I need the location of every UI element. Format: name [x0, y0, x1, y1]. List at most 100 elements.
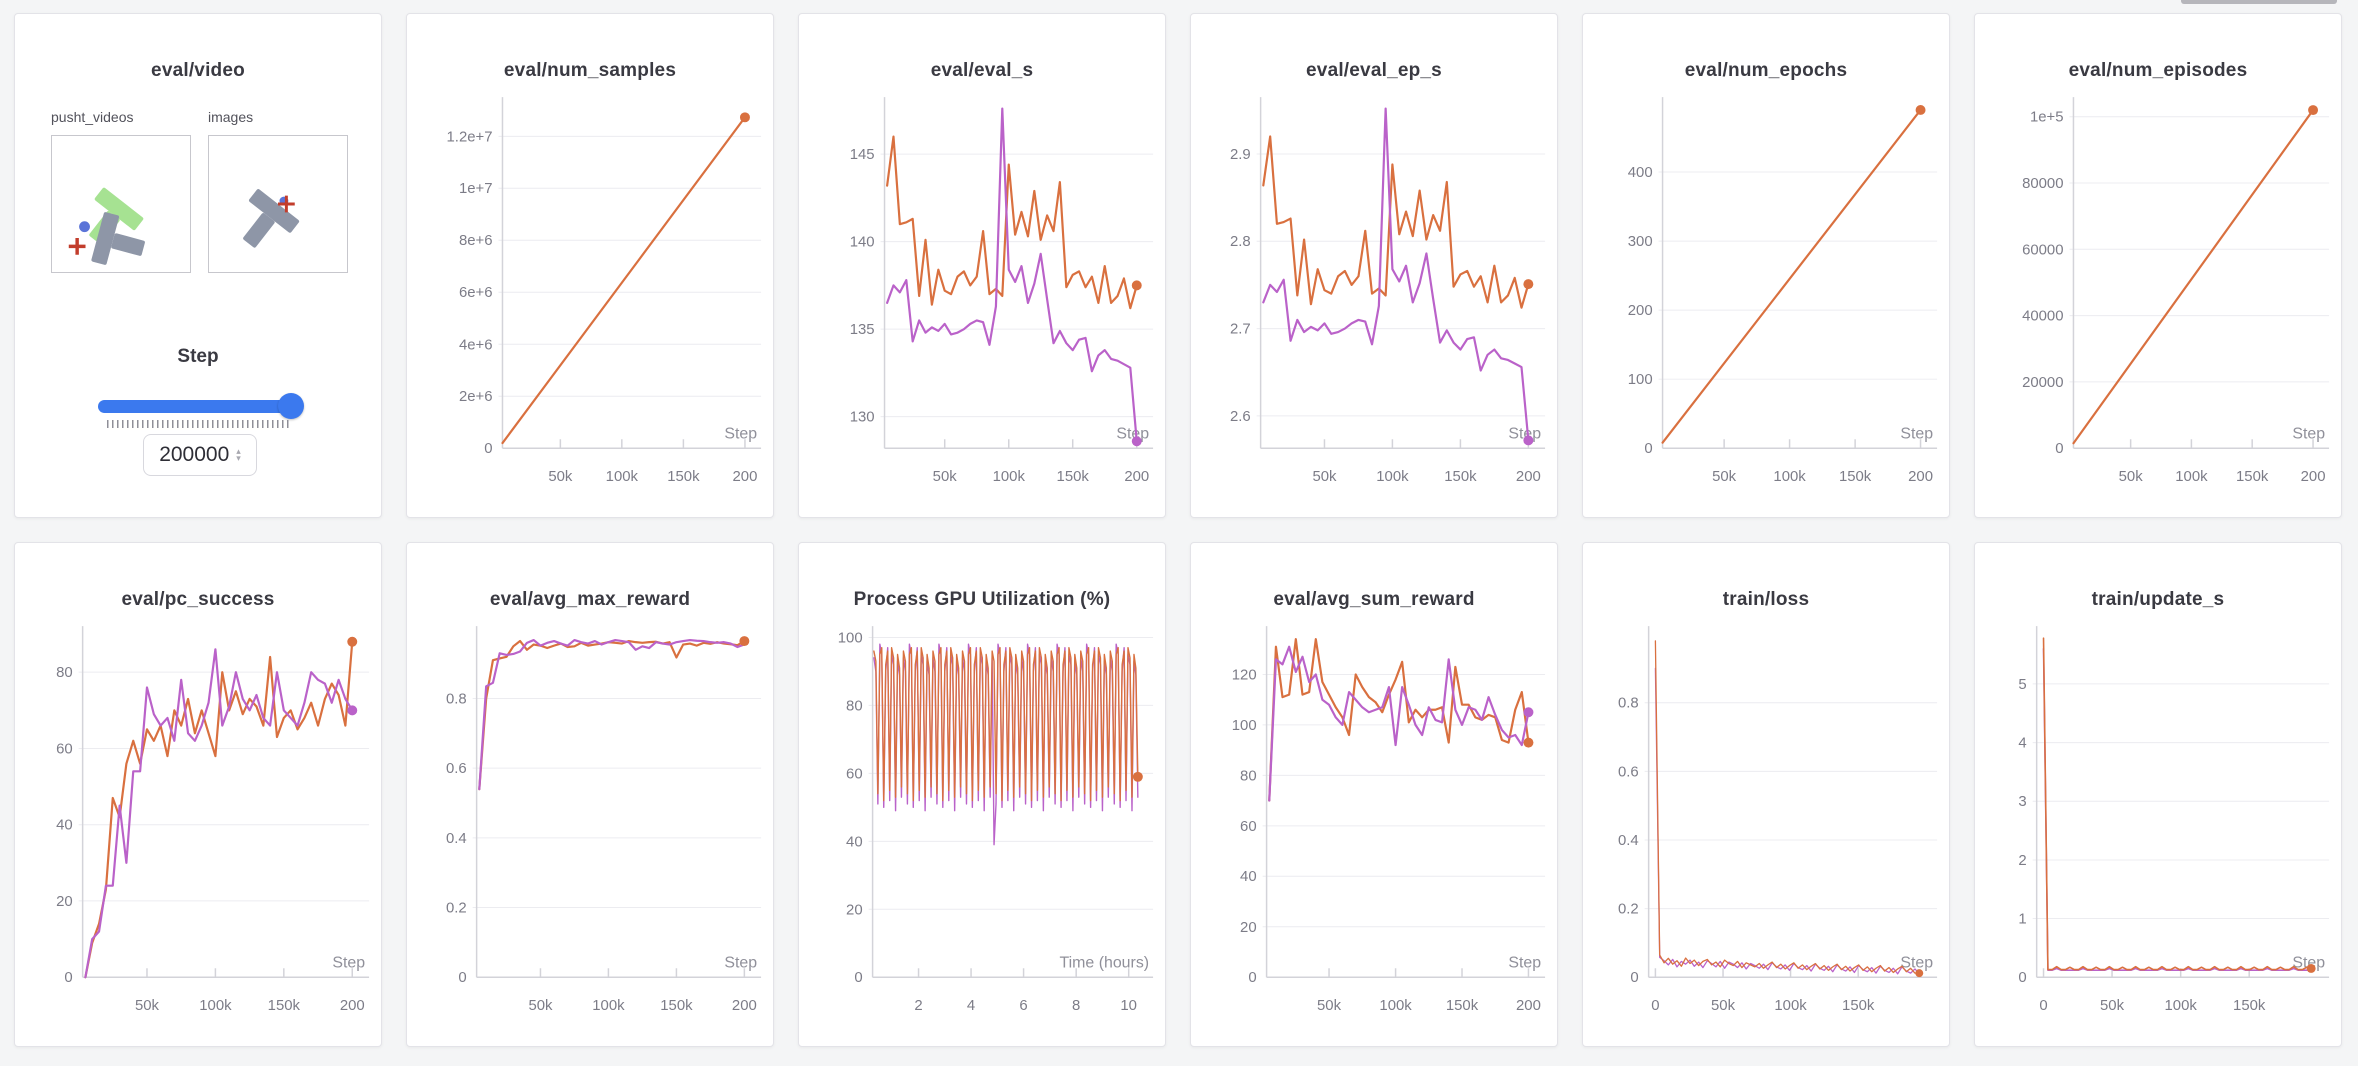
svg-text:10: 10	[1120, 998, 1137, 1014]
line-chart-eval-num-samples[interactable]: 0 2e+6 4e+6 6e+6 8e+6 1e+7 1.2e+7 50k 100k 150k 20…	[407, 94, 773, 514]
svg-text:80: 80	[56, 665, 73, 681]
step-slider[interactable]	[98, 400, 299, 413]
svg-text:100: 100	[1628, 372, 1653, 388]
svg-text:200: 200	[733, 469, 758, 485]
line-chart-eval-avg-max-reward[interactable]: 0 0.2 0.4 0.6 0.8 50k 100k 150k 200 Step	[407, 623, 773, 1043]
svg-text:50k: 50k	[2119, 469, 2144, 485]
svg-text:Step: Step	[1900, 425, 1933, 442]
panel-eval-eval-ep-s: eval/eval_ep_s 2.6 2.7 2.8 2.9 50k 100k 150k 20…	[1190, 13, 1558, 518]
svg-text:100k: 100k	[606, 469, 639, 485]
svg-text:40: 40	[56, 818, 73, 834]
svg-text:0: 0	[458, 970, 466, 986]
svg-text:1e+5: 1e+5	[2030, 110, 2064, 126]
svg-text:1e+7: 1e+7	[459, 181, 493, 197]
svg-text:1: 1	[2018, 912, 2026, 928]
svg-text:100k: 100k	[1376, 469, 1409, 485]
svg-text:150k: 150k	[1057, 469, 1090, 485]
svg-text:400: 400	[1628, 165, 1653, 181]
svg-text:4: 4	[967, 998, 975, 1014]
svg-text:130: 130	[850, 410, 875, 426]
svg-text:100k: 100k	[1379, 998, 1412, 1014]
svg-text:Step: Step	[1508, 425, 1541, 442]
svg-text:60000: 60000	[2022, 242, 2063, 258]
step-slider-label: Step	[177, 346, 219, 367]
media-label-pusht-videos: pusht_videos	[51, 109, 134, 125]
svg-text:120: 120	[1232, 667, 1257, 683]
svg-text:0: 0	[484, 441, 492, 457]
svg-text:0.8: 0.8	[1618, 696, 1639, 712]
svg-text:200: 200	[1628, 303, 1653, 319]
stepper-down-icon[interactable]: ▾	[236, 453, 241, 463]
svg-text:2.8: 2.8	[1230, 234, 1251, 250]
svg-text:40: 40	[846, 834, 863, 850]
svg-text:Step: Step	[2292, 425, 2325, 442]
image-thumbnail-images[interactable]	[208, 135, 348, 273]
svg-text:20000: 20000	[2022, 375, 2063, 391]
svg-text:150k: 150k	[667, 469, 700, 485]
chart-title: eval/eval_s	[930, 60, 1034, 81]
panel-train-loss: train/loss 0 0.2 0.4 0.6 0.8 0 50k 100k 150k Step	[1582, 542, 1950, 1047]
svg-text:140: 140	[850, 235, 875, 251]
panel-eval-pc-success: eval/pc_success 0 20 40 60 80 50k 100k 150k 200 S…	[14, 542, 382, 1047]
video-thumbnail-pusht-videos[interactable]	[51, 135, 191, 273]
svg-text:8e+6: 8e+6	[459, 233, 493, 249]
svg-text:Step: Step	[1116, 425, 1149, 442]
line-chart-train-loss[interactable]: 0 0.2 0.4 0.6 0.8 0 50k 100k 150k Step	[1583, 623, 1949, 1043]
chart-title: eval/avg_max_reward	[489, 589, 691, 610]
svg-text:100k: 100k	[199, 998, 232, 1014]
svg-text:150k: 150k	[2233, 998, 2266, 1014]
panel-grid: eval/video pusht_videos images	[14, 13, 2342, 1047]
svg-text:20: 20	[846, 902, 863, 918]
svg-text:40000: 40000	[2022, 309, 2063, 325]
chart-title: train/update_s	[2091, 589, 2225, 610]
svg-text:6: 6	[1019, 998, 1027, 1014]
svg-text:145: 145	[850, 147, 875, 163]
slider-thumb[interactable]	[278, 393, 304, 419]
svg-text:135: 135	[850, 322, 875, 338]
svg-text:100: 100	[1232, 718, 1257, 734]
svg-text:200: 200	[1516, 998, 1541, 1014]
svg-text:Step: Step	[724, 425, 757, 442]
step-value-input[interactable]: 200000 ▴ ▾	[143, 434, 257, 476]
line-chart-eval-num-episodes[interactable]: 0 20000 40000 60000 80000 1e+5 50k 100k 150k 200 S…	[1975, 94, 2341, 514]
svg-text:50k: 50k	[548, 469, 573, 485]
svg-text:100k: 100k	[993, 469, 1026, 485]
panel-eval-num-samples: eval/num_samples 0 2e+6 4e+6 6e+6 8e+6 1e+7 1.…	[406, 13, 774, 518]
svg-text:0: 0	[1248, 970, 1256, 986]
panel-eval-eval-s: eval/eval_s 130 135 140 145 50k 100k 150k 200 St…	[798, 13, 1166, 518]
svg-text:150k: 150k	[1842, 998, 1875, 1014]
svg-text:0: 0	[1651, 998, 1659, 1014]
line-chart-eval-eval-ep-s[interactable]: 2.6 2.7 2.8 2.9 50k 100k 150k 200 Step	[1191, 94, 1557, 514]
svg-text:0.6: 0.6	[446, 761, 467, 777]
svg-text:50k: 50k	[933, 469, 958, 485]
svg-text:0: 0	[2018, 970, 2026, 986]
pusht-image-icon	[243, 189, 300, 248]
svg-text:200: 200	[2301, 469, 2326, 485]
line-chart-train-update-s[interactable]: 0 1 2 3 4 5 0 50k 100k 150k Step	[1975, 623, 2341, 1043]
svg-text:50k: 50k	[1317, 998, 1342, 1014]
svg-text:0: 0	[64, 970, 72, 986]
line-chart-eval-num-epochs[interactable]: 0 100 200 300 400 50k 100k 150k 200 Step	[1583, 94, 1949, 514]
svg-text:60: 60	[846, 766, 863, 782]
svg-text:3: 3	[2018, 794, 2026, 810]
svg-text:60: 60	[56, 741, 73, 757]
svg-text:40: 40	[1240, 869, 1257, 885]
svg-text:80000: 80000	[2022, 176, 2063, 192]
svg-text:2: 2	[2018, 853, 2026, 869]
stepper-up-icon[interactable]: ▴	[236, 446, 241, 456]
line-chart-eval-avg-sum-reward[interactable]: 0 20 40 60 80 100 120 50k 100k 150k 200 Step	[1191, 623, 1557, 1043]
svg-text:0: 0	[1630, 970, 1638, 986]
panel-eval-num-epochs: eval/num_epochs 0 100 200 300 400 50k 100k 150k…	[1582, 13, 1950, 518]
line-chart-eval-eval-s[interactable]: 130 135 140 145 50k 100k 150k 200 Step	[799, 94, 1165, 514]
line-chart-eval-pc-success[interactable]: 0 20 40 60 80 50k 100k 150k 200 Step	[15, 623, 381, 1043]
svg-text:100k: 100k	[2175, 469, 2208, 485]
svg-text:150k: 150k	[1839, 469, 1872, 485]
svg-text:8: 8	[1072, 998, 1080, 1014]
svg-text:0.6: 0.6	[1618, 764, 1639, 780]
svg-text:200: 200	[340, 998, 365, 1014]
line-chart-process-gpu-utilization[interactable]: 0 20 40 60 80 100 2 4 6 8 10 Time (hours)	[799, 623, 1165, 1043]
svg-text:50k: 50k	[528, 998, 553, 1014]
step-value: 200000	[159, 443, 230, 466]
panel-process-gpu-utilization: Process GPU Utilization (%) 0 20 40 60 80 100…	[798, 542, 1166, 1047]
svg-text:0: 0	[2055, 441, 2063, 457]
